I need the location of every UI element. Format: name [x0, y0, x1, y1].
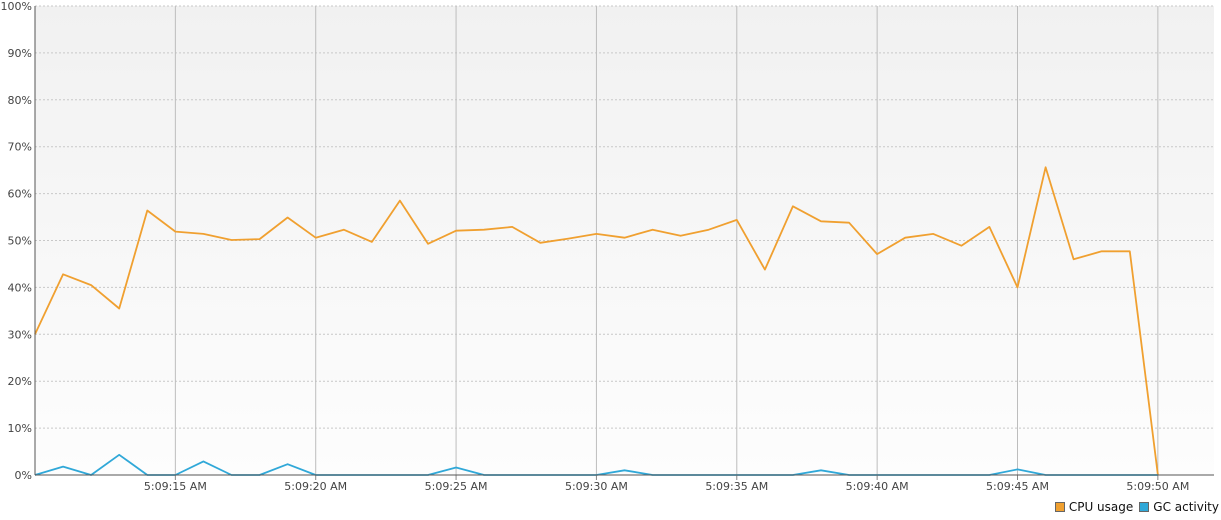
y-tick-label: 60% — [8, 188, 32, 201]
y-tick-label: 80% — [8, 94, 32, 107]
x-tick-label: 5:09:50 AM — [1126, 480, 1189, 493]
legend: CPU usage GC activity — [1054, 500, 1219, 514]
legend-label-gc-activity: GC activity — [1153, 500, 1219, 514]
x-tick-label: 5:09:20 AM — [284, 480, 347, 493]
y-tick-label: 0% — [15, 469, 32, 482]
y-tick-label: 30% — [8, 328, 32, 341]
legend-item-cpu-usage: CPU usage — [1054, 500, 1134, 514]
x-tick-label: 5:09:45 AM — [986, 480, 1049, 493]
legend-item-gc-activity: GC activity — [1139, 500, 1219, 514]
y-tick-label: 20% — [8, 375, 32, 388]
x-tick-label: 5:09:25 AM — [425, 480, 488, 493]
y-tick-label: 70% — [8, 141, 32, 154]
x-tick-label: 5:09:30 AM — [565, 480, 628, 493]
x-tick-label: 5:09:40 AM — [846, 480, 909, 493]
axes: 0% 10% 20% 30% 40% 50% 60% 70% 80% 90% 100% 5:09:15… — [1, 0, 1214, 493]
x-tick-label: 5:09:15 AM — [144, 480, 207, 493]
x-tick-label: 5:09:35 AM — [705, 480, 768, 493]
y-tick-label: 40% — [8, 281, 32, 294]
cpu-usage-swatch — [1054, 502, 1065, 512]
y-tick-label: 100% — [1, 0, 32, 13]
y-tick-label: 50% — [8, 235, 32, 248]
grid-lines — [35, 5, 1214, 475]
legend-label-cpu-usage: CPU usage — [1068, 500, 1134, 514]
y-tick-label: 10% — [8, 422, 32, 435]
y-tick-label: 90% — [8, 47, 32, 60]
gc-activity-swatch — [1139, 502, 1150, 512]
series-line-cpu-usage — [34, 166, 1159, 476]
